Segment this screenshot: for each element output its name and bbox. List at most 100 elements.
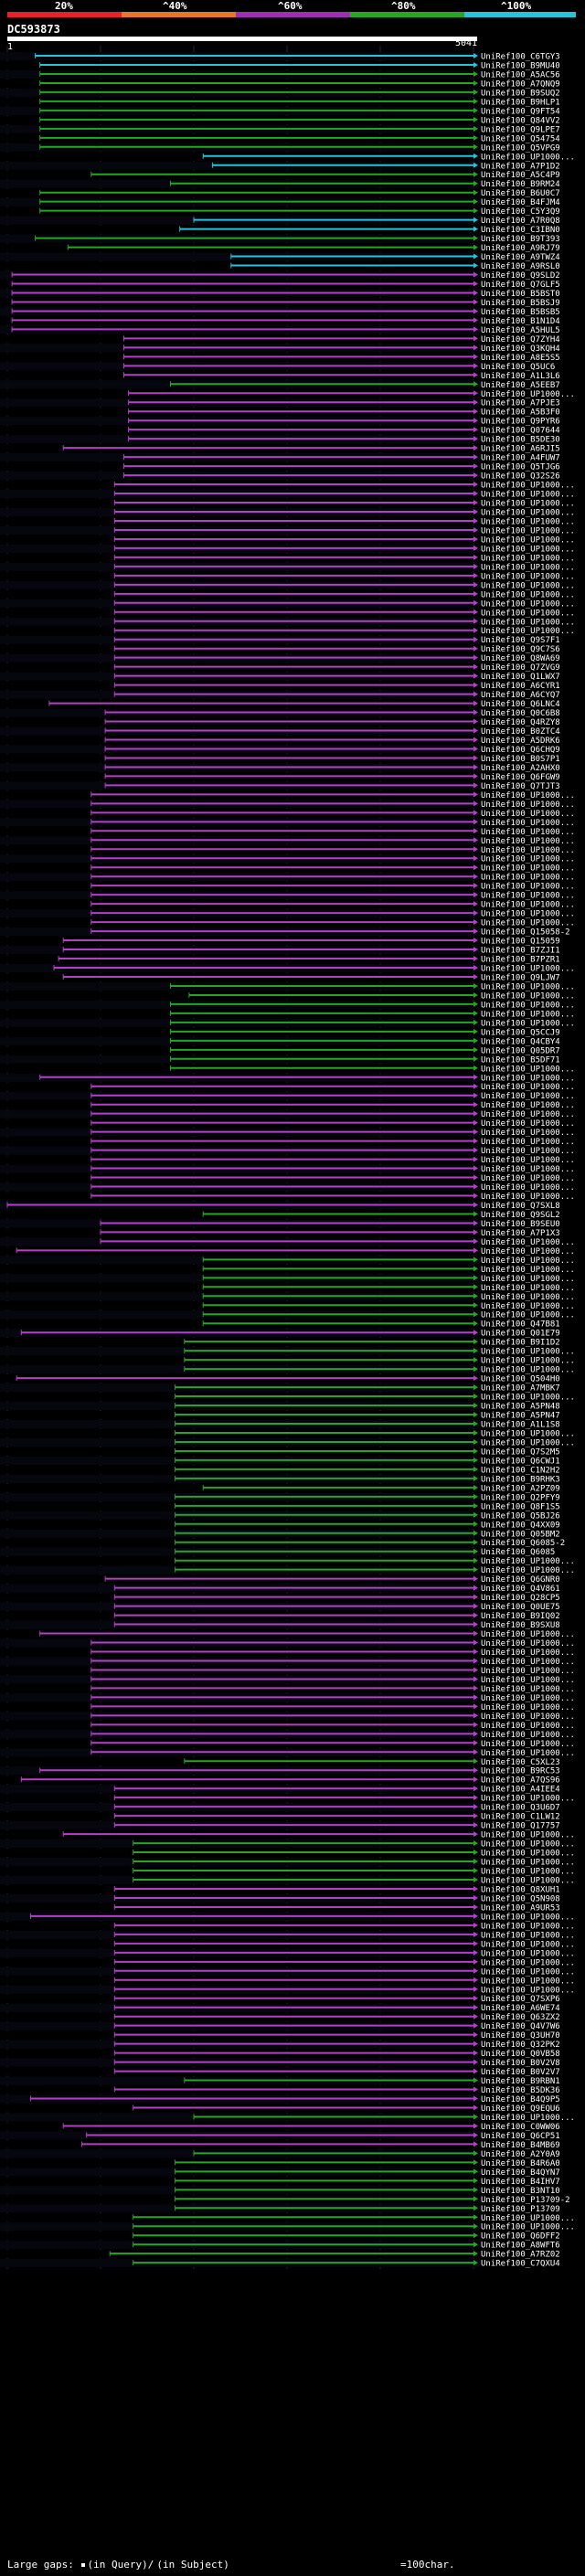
hit-label[interactable]: UniRef100_Q9SGL2 [481, 1211, 560, 1220]
hit-label[interactable]: UniRef100_UP1000... [481, 618, 575, 627]
hit-label[interactable]: UniRef100_C6TGY3 [481, 53, 560, 62]
hit-label[interactable]: UniRef100_UP1000... [481, 1019, 575, 1028]
hit-label[interactable]: UniRef100_UP1000... [481, 482, 575, 491]
hit-label[interactable]: UniRef100_Q1LWX7 [481, 673, 560, 682]
hit-label[interactable]: UniRef100_Q4XX09 [481, 1521, 560, 1530]
hit-label[interactable]: UniRef100_Q0VB58 [481, 2050, 560, 2059]
hit-label[interactable]: UniRef100_B4R6A0 [481, 2159, 560, 2168]
hit-label[interactable]: UniRef100_UP1000... [481, 1193, 575, 1202]
hit-label[interactable]: UniRef100_UP1000... [481, 1357, 575, 1366]
hit-label[interactable]: UniRef100_UP1000... [481, 1366, 575, 1375]
hit-label[interactable]: UniRef100_A8E5S5 [481, 354, 560, 363]
hit-label[interactable]: UniRef100_Q84VV2 [481, 116, 560, 125]
hit-label[interactable]: UniRef100_C1N2H2 [481, 1466, 560, 1475]
hit-label[interactable]: UniRef100_UP1000... [481, 1740, 575, 1749]
hit-label[interactable]: UniRef100_Q28CP5 [481, 1594, 560, 1603]
hit-label[interactable]: UniRef100_UP1000... [481, 819, 575, 828]
hit-label[interactable]: UniRef100_Q8F1S5 [481, 1502, 560, 1511]
hit-label[interactable]: UniRef100_Q4CBY4 [481, 1037, 560, 1046]
hit-label[interactable]: UniRef100_A1L3L6 [481, 372, 560, 381]
hit-label[interactable]: UniRef100_B5BSB5 [481, 308, 560, 317]
hit-label[interactable]: UniRef100_B0V2V7 [481, 2068, 560, 2077]
hit-label[interactable]: UniRef100_A2PZ09 [481, 1484, 560, 1493]
hit-label[interactable]: UniRef100_Q4V861 [481, 1585, 560, 1594]
hit-label[interactable]: UniRef100_A7QNQ9 [481, 80, 560, 89]
hit-label[interactable]: UniRef100_UP1000... [481, 1731, 575, 1740]
hit-label[interactable]: UniRef100_UP1000... [481, 517, 575, 526]
hit-label[interactable]: UniRef100_B1N1D4 [481, 317, 560, 326]
hit-label[interactable]: UniRef100_UP1000... [481, 599, 575, 609]
hit-label[interactable]: UniRef100_B7ZJI1 [481, 947, 560, 956]
hit-label[interactable]: UniRef100_Q3UH70 [481, 2031, 560, 2041]
hit-label[interactable]: UniRef100_UP1000... [481, 390, 575, 399]
hit-label[interactable]: UniRef100_Q7ZYH4 [481, 335, 560, 345]
hit-label[interactable]: UniRef100_Q07644 [481, 427, 560, 436]
hit-label[interactable]: UniRef100_B5BST0 [481, 290, 560, 299]
hit-label[interactable]: UniRef100_C1LW12 [481, 1813, 560, 1822]
hit-label[interactable]: UniRef100_B7PZR1 [481, 956, 560, 965]
hit-label[interactable]: UniRef100_A7PJE3 [481, 399, 560, 408]
hit-label[interactable]: UniRef100_A5PN48 [481, 1403, 560, 1412]
hit-label[interactable]: UniRef100_UP1000... [481, 153, 575, 162]
hit-label[interactable]: UniRef100_UP1000... [481, 1703, 575, 1712]
hit-label[interactable]: UniRef100_B4FJM4 [481, 198, 560, 207]
hit-label[interactable]: UniRef100_UP1000... [481, 491, 575, 500]
hit-label[interactable]: UniRef100_UP1000... [481, 1949, 575, 1958]
hit-label[interactable]: UniRef100_B9I1D2 [481, 1339, 560, 1348]
hit-label[interactable]: UniRef100_Q4V7W6 [481, 2022, 560, 2031]
hit-label[interactable]: UniRef100_Q6085 [481, 1548, 555, 1557]
hit-label[interactable]: UniRef100_UP1000... [481, 1156, 575, 1165]
hit-label[interactable]: UniRef100_B9SUQ2 [481, 89, 560, 98]
hit-label[interactable]: UniRef100_UP1000... [481, 1658, 575, 1667]
hit-label[interactable]: UniRef100_UP1000... [481, 545, 575, 554]
hit-label[interactable]: UniRef100_UP1000... [481, 1648, 575, 1658]
hit-label[interactable]: UniRef100_B9HLP1 [481, 98, 560, 107]
hit-label[interactable]: UniRef100_UP1000... [481, 1676, 575, 1685]
hit-label[interactable]: UniRef100_UP1000... [481, 627, 575, 636]
hit-label[interactable]: UniRef100_B9SXU8 [481, 1621, 560, 1630]
hit-label[interactable]: UniRef100_Q9SLD2 [481, 271, 560, 281]
hit-label[interactable]: UniRef100_A5AC56 [481, 70, 560, 80]
hit-label[interactable]: UniRef100_Q0C6B8 [481, 709, 560, 718]
hit-label[interactable]: UniRef100_Q6CWJ1 [481, 1457, 560, 1466]
hit-label[interactable]: UniRef100_UP1000... [481, 791, 575, 800]
hit-label[interactable]: UniRef100_B5BSJ9 [481, 299, 560, 308]
hit-label[interactable]: UniRef100_A4IEE4 [481, 1786, 560, 1795]
hit-label[interactable]: UniRef100_A9RSL0 [481, 262, 560, 271]
hit-label[interactable]: UniRef100_UP1000... [481, 1183, 575, 1193]
hit-label[interactable]: UniRef100_UP1000... [481, 1931, 575, 1940]
hit-label[interactable]: UniRef100_UP1000... [481, 1868, 575, 1877]
hit-label[interactable]: UniRef100_Q5UC6 [481, 363, 555, 372]
hit-label[interactable]: UniRef100_B0V2V8 [481, 2059, 560, 2068]
hit-label[interactable]: UniRef100_Q7ZVG9 [481, 663, 560, 673]
hit-label[interactable]: UniRef100_B9MU40 [481, 61, 560, 70]
hit-label[interactable]: UniRef100_UP1000... [481, 1174, 575, 1183]
hit-label[interactable]: UniRef100_A2Y0A9 [481, 2150, 560, 2159]
hit-label[interactable]: UniRef100_UP1000... [481, 1694, 575, 1703]
hit-label[interactable]: UniRef100_B6U0C7 [481, 189, 560, 198]
hit-label[interactable]: UniRef100_Q9C7S6 [481, 645, 560, 654]
hit-label[interactable]: UniRef100_UP1000... [481, 837, 575, 846]
hit-label[interactable]: UniRef100_A7P1X3 [481, 1229, 560, 1238]
hit-label[interactable]: UniRef100_Q6FGW9 [481, 773, 560, 782]
hit-label[interactable]: UniRef100_A5PN47 [481, 1412, 560, 1421]
hit-label[interactable]: UniRef100_B4Q9P5 [481, 2095, 560, 2104]
hit-label[interactable]: UniRef100_Q5CCJ9 [481, 1028, 560, 1037]
hit-label[interactable]: UniRef100_B4QYN7 [481, 2168, 560, 2178]
hit-label[interactable]: UniRef100_Q8XUH1 [481, 1885, 560, 1894]
hit-label[interactable]: UniRef100_UP1000... [481, 991, 575, 1001]
hit-label[interactable]: UniRef100_UP1000... [481, 1859, 575, 1868]
hit-label[interactable]: UniRef100_UP1000... [481, 1302, 575, 1311]
hit-label[interactable]: UniRef100_Q6GNR0 [481, 1575, 560, 1585]
hit-label[interactable]: UniRef100_UP1000... [481, 1119, 575, 1129]
hit-label[interactable]: UniRef100_UP1000... [481, 1795, 575, 1804]
hit-label[interactable]: UniRef100_UP1000... [481, 1311, 575, 1320]
hit-label[interactable]: UniRef100_Q2PFY9 [481, 1493, 560, 1502]
hit-label[interactable]: UniRef100_UP1000... [481, 919, 575, 928]
hit-label[interactable]: UniRef100_Q47B81 [481, 1320, 560, 1330]
hit-label[interactable]: UniRef100_UP1000... [481, 1977, 575, 1986]
hit-label[interactable]: UniRef100_Q7SXL8 [481, 1202, 560, 1211]
hit-label[interactable]: UniRef100_UP1000... [481, 1850, 575, 1859]
hit-label[interactable]: UniRef100_UP1000... [481, 965, 575, 974]
hit-label[interactable]: UniRef100_UP1000... [481, 1639, 575, 1648]
